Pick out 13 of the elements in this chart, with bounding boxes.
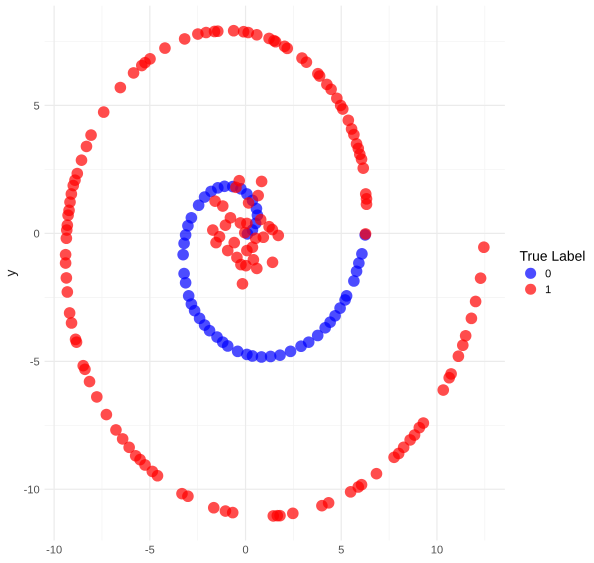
y-tick-label: -5 <box>30 358 40 366</box>
legend-label: 0 <box>545 269 551 278</box>
legend-title: True Label <box>520 250 584 261</box>
x-tick-label: -5 <box>145 546 154 554</box>
legend-label: 1 <box>546 285 551 294</box>
y-tick-label: 5 <box>34 102 40 110</box>
x-tick-label: 0 <box>242 546 248 554</box>
x-tick-label: -10 <box>46 546 62 554</box>
x-tick-label: 10 <box>432 546 443 554</box>
y-tick-label: 0 <box>34 230 40 238</box>
x-tick-label: 5 <box>338 546 344 554</box>
y-tick-label: -10 <box>24 486 40 494</box>
y-axis-title: y <box>8 270 18 276</box>
